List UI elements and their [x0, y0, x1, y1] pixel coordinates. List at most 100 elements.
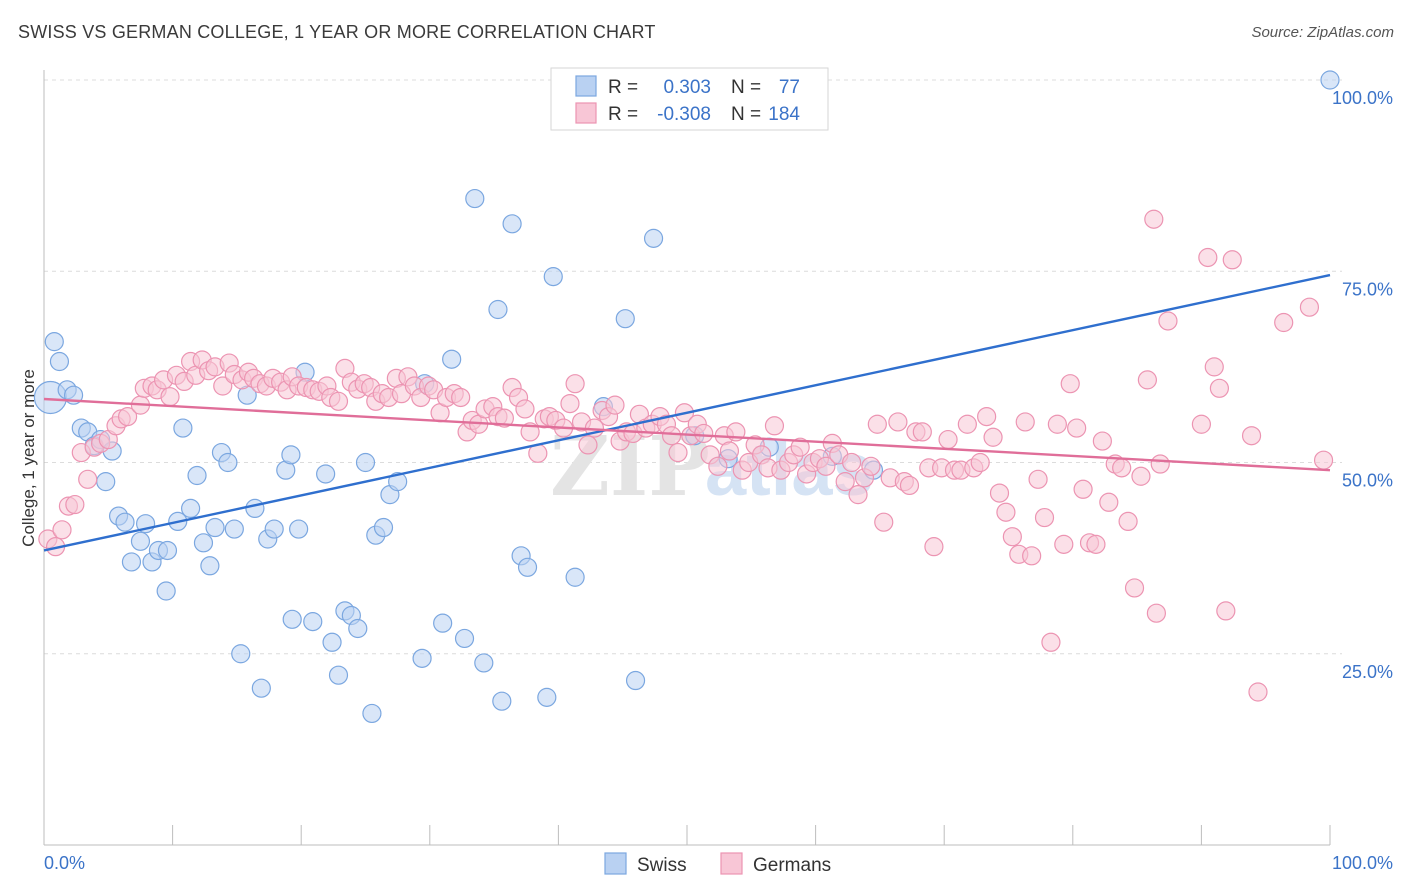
- point-germans: [719, 441, 740, 461]
- point-swiss: [282, 609, 302, 629]
- point-swiss: [303, 612, 323, 632]
- point-germans: [977, 407, 997, 427]
- legend-top: R = 0.303 N = 77 R = -0.308 N = 184: [550, 67, 829, 131]
- legend-n-label-germans: N =: [731, 104, 761, 125]
- point-germans: [52, 520, 72, 540]
- legend-r-label-swiss: R =: [608, 77, 638, 98]
- point-germans: [816, 456, 836, 476]
- point-germans: [1313, 450, 1334, 470]
- point-swiss: [281, 445, 301, 465]
- legend-r-label-germans: R =: [608, 104, 638, 125]
- point-swiss: [348, 618, 368, 639]
- point-germans: [1198, 247, 1218, 268]
- point-swiss: [231, 644, 251, 664]
- point-germans: [694, 423, 714, 444]
- point-germans: [1112, 458, 1132, 478]
- point-germans: [764, 416, 785, 436]
- legend-swatch-germans: [575, 102, 597, 124]
- point-swiss: [1320, 70, 1340, 90]
- point-swiss: [251, 678, 271, 698]
- point-germans: [1067, 418, 1087, 438]
- point-germans: [867, 414, 887, 434]
- point-swiss: [517, 557, 538, 577]
- point-swiss: [433, 613, 453, 633]
- point-swiss: [187, 465, 207, 486]
- point-germans: [1158, 311, 1178, 331]
- point-swiss: [218, 452, 238, 473]
- bottom-legend-label-swiss: Swiss: [637, 855, 687, 876]
- bottom-legend-label-germans: Germans: [753, 855, 831, 876]
- point-germans: [1099, 492, 1119, 512]
- point-swiss: [388, 472, 408, 492]
- point-germans: [938, 429, 958, 450]
- point-germans: [1131, 466, 1151, 486]
- point-germans: [912, 422, 932, 442]
- point-germans: [861, 456, 881, 476]
- point-germans: [957, 414, 977, 434]
- point-swiss: [121, 552, 142, 572]
- point-germans: [1274, 312, 1294, 333]
- point-germans: [565, 374, 585, 394]
- point-swiss: [245, 498, 265, 518]
- chart-title: SWISS VS GERMAN COLLEGE, 1 YEAR OR MORE …: [18, 22, 656, 42]
- trend-line-germans: [43, 397, 1331, 472]
- axes: [43, 70, 1331, 846]
- point-swiss: [173, 418, 193, 438]
- point-germans: [1028, 469, 1048, 489]
- point-germans: [1150, 454, 1170, 474]
- point-swiss: [44, 332, 64, 352]
- point-germans: [1047, 414, 1067, 434]
- point-germans: [520, 422, 540, 442]
- point-germans: [451, 387, 471, 408]
- point-germans: [1248, 682, 1268, 702]
- point-germans: [708, 456, 728, 476]
- point-germans: [1041, 632, 1061, 652]
- point-germans: [1022, 546, 1042, 566]
- point-swiss: [181, 498, 201, 518]
- series-swiss-points: [33, 70, 1340, 724]
- point-germans: [1060, 374, 1080, 394]
- legend-bottom: Swiss Germans: [604, 852, 831, 876]
- point-germans: [1086, 534, 1106, 554]
- point-swiss: [156, 581, 176, 601]
- point-germans: [1144, 209, 1164, 229]
- point-germans: [328, 391, 349, 411]
- point-germans: [65, 494, 85, 515]
- point-swiss: [488, 299, 508, 320]
- point-germans: [848, 485, 868, 505]
- bottom-legend-swatch-swiss: [604, 852, 627, 875]
- point-germans: [515, 399, 535, 419]
- point-germans: [1204, 357, 1224, 377]
- y-axis-label: College, 1 year or more: [19, 369, 38, 547]
- point-swiss: [115, 512, 135, 532]
- point-germans: [1002, 527, 1022, 547]
- point-germans: [1034, 507, 1055, 528]
- point-swiss: [316, 464, 336, 484]
- point-germans: [1146, 603, 1166, 623]
- point-germans: [1299, 297, 1320, 317]
- x-tick-labels: 0.0% 100.0%: [44, 853, 1393, 873]
- point-germans: [899, 475, 920, 496]
- point-swiss: [157, 540, 178, 561]
- point-germans: [790, 437, 810, 457]
- point-swiss: [130, 531, 151, 551]
- legend-n-value-swiss: 77: [779, 77, 800, 98]
- point-swiss: [362, 703, 382, 724]
- point-germans: [924, 537, 944, 557]
- series-germans-points: [38, 209, 1334, 702]
- legend-swatch-swiss: [575, 75, 597, 97]
- point-swiss: [322, 632, 342, 652]
- point-germans: [1015, 412, 1035, 432]
- point-germans: [1092, 431, 1112, 451]
- point-germans: [1137, 370, 1157, 390]
- point-germans: [1222, 250, 1242, 270]
- point-germans: [835, 472, 855, 492]
- point-germans: [578, 435, 598, 455]
- point-swiss: [355, 452, 376, 473]
- point-swiss: [465, 188, 485, 209]
- y-tick-label: 75.0%: [1342, 279, 1393, 299]
- point-germans: [1124, 578, 1145, 598]
- point-swiss: [643, 228, 664, 248]
- point-germans: [78, 469, 98, 489]
